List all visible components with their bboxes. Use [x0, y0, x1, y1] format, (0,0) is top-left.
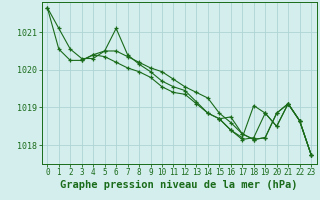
X-axis label: Graphe pression niveau de la mer (hPa): Graphe pression niveau de la mer (hPa): [60, 180, 298, 190]
